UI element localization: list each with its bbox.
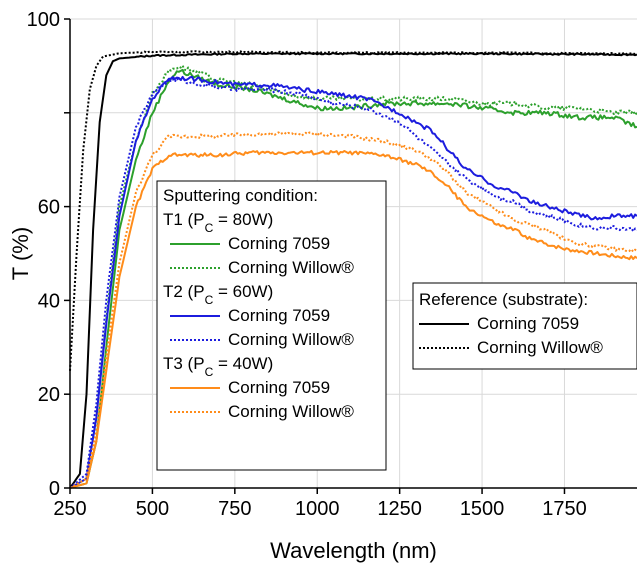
x-tick-label: 1250	[377, 498, 422, 520]
legend-reference: Reference (substrate): Corning 7059 Cornin…	[412, 282, 637, 370]
x-ticks: 250 500 750 1000 1250 1500 1750	[53, 488, 587, 520]
axes	[69, 19, 637, 489]
legend-entry-label: Corning 7059	[477, 314, 579, 333]
series-line	[69, 77, 637, 489]
y-axis-title: T (%)	[8, 227, 33, 280]
y-tick-label: 60	[38, 197, 60, 219]
x-tick-label: 1500	[460, 498, 505, 520]
legend-group-label: T1 (PC = 80W)	[163, 210, 273, 235]
series-line	[69, 149, 637, 489]
y-tick-label: 0	[49, 478, 60, 500]
series-line	[69, 131, 637, 489]
legend-title: Reference (substrate):	[419, 290, 588, 309]
y-tick-label: 20	[38, 384, 60, 406]
x-tick-label: 750	[218, 498, 251, 520]
series-lines	[69, 50, 637, 489]
series-line	[69, 64, 637, 489]
y-tick-label: 40	[38, 290, 60, 312]
legend-box	[412, 282, 637, 370]
legend-entry-label: Corning Willow®	[228, 330, 354, 349]
x-tick-label: 1000	[295, 498, 340, 520]
legend-entry-label: Corning Willow®	[228, 258, 354, 277]
legend-sputtering: Sputtering condition:T1 (PC = 80W)Cornin…	[156, 180, 387, 471]
legend-entry-label: Corning 7059	[228, 378, 330, 397]
legend-group-label: T3 (PC = 40W)	[163, 354, 273, 379]
x-tick-label: 1750	[542, 498, 587, 520]
x-tick-label: 500	[136, 498, 169, 520]
legend-entry-label: Corning 7059	[228, 234, 330, 253]
legend-title: Sputtering condition:	[163, 186, 318, 205]
y-ticks: 0 20 40 60 100	[27, 9, 70, 500]
legend-box	[156, 180, 387, 471]
legend-entry-label: Corning Willow®	[228, 402, 354, 421]
x-tick-label: 250	[53, 498, 86, 520]
legend-entry-label: Corning Willow®	[477, 338, 603, 357]
series-line	[69, 50, 637, 371]
series-line	[69, 75, 637, 489]
y-tick-label: 100	[27, 9, 60, 31]
legend-entry-label: Corning 7059	[228, 306, 330, 325]
x-axis-title: Wavelength (nm)	[270, 538, 437, 563]
legend-group-label: T2 (PC = 60W)	[163, 282, 273, 307]
series-line	[69, 68, 637, 489]
